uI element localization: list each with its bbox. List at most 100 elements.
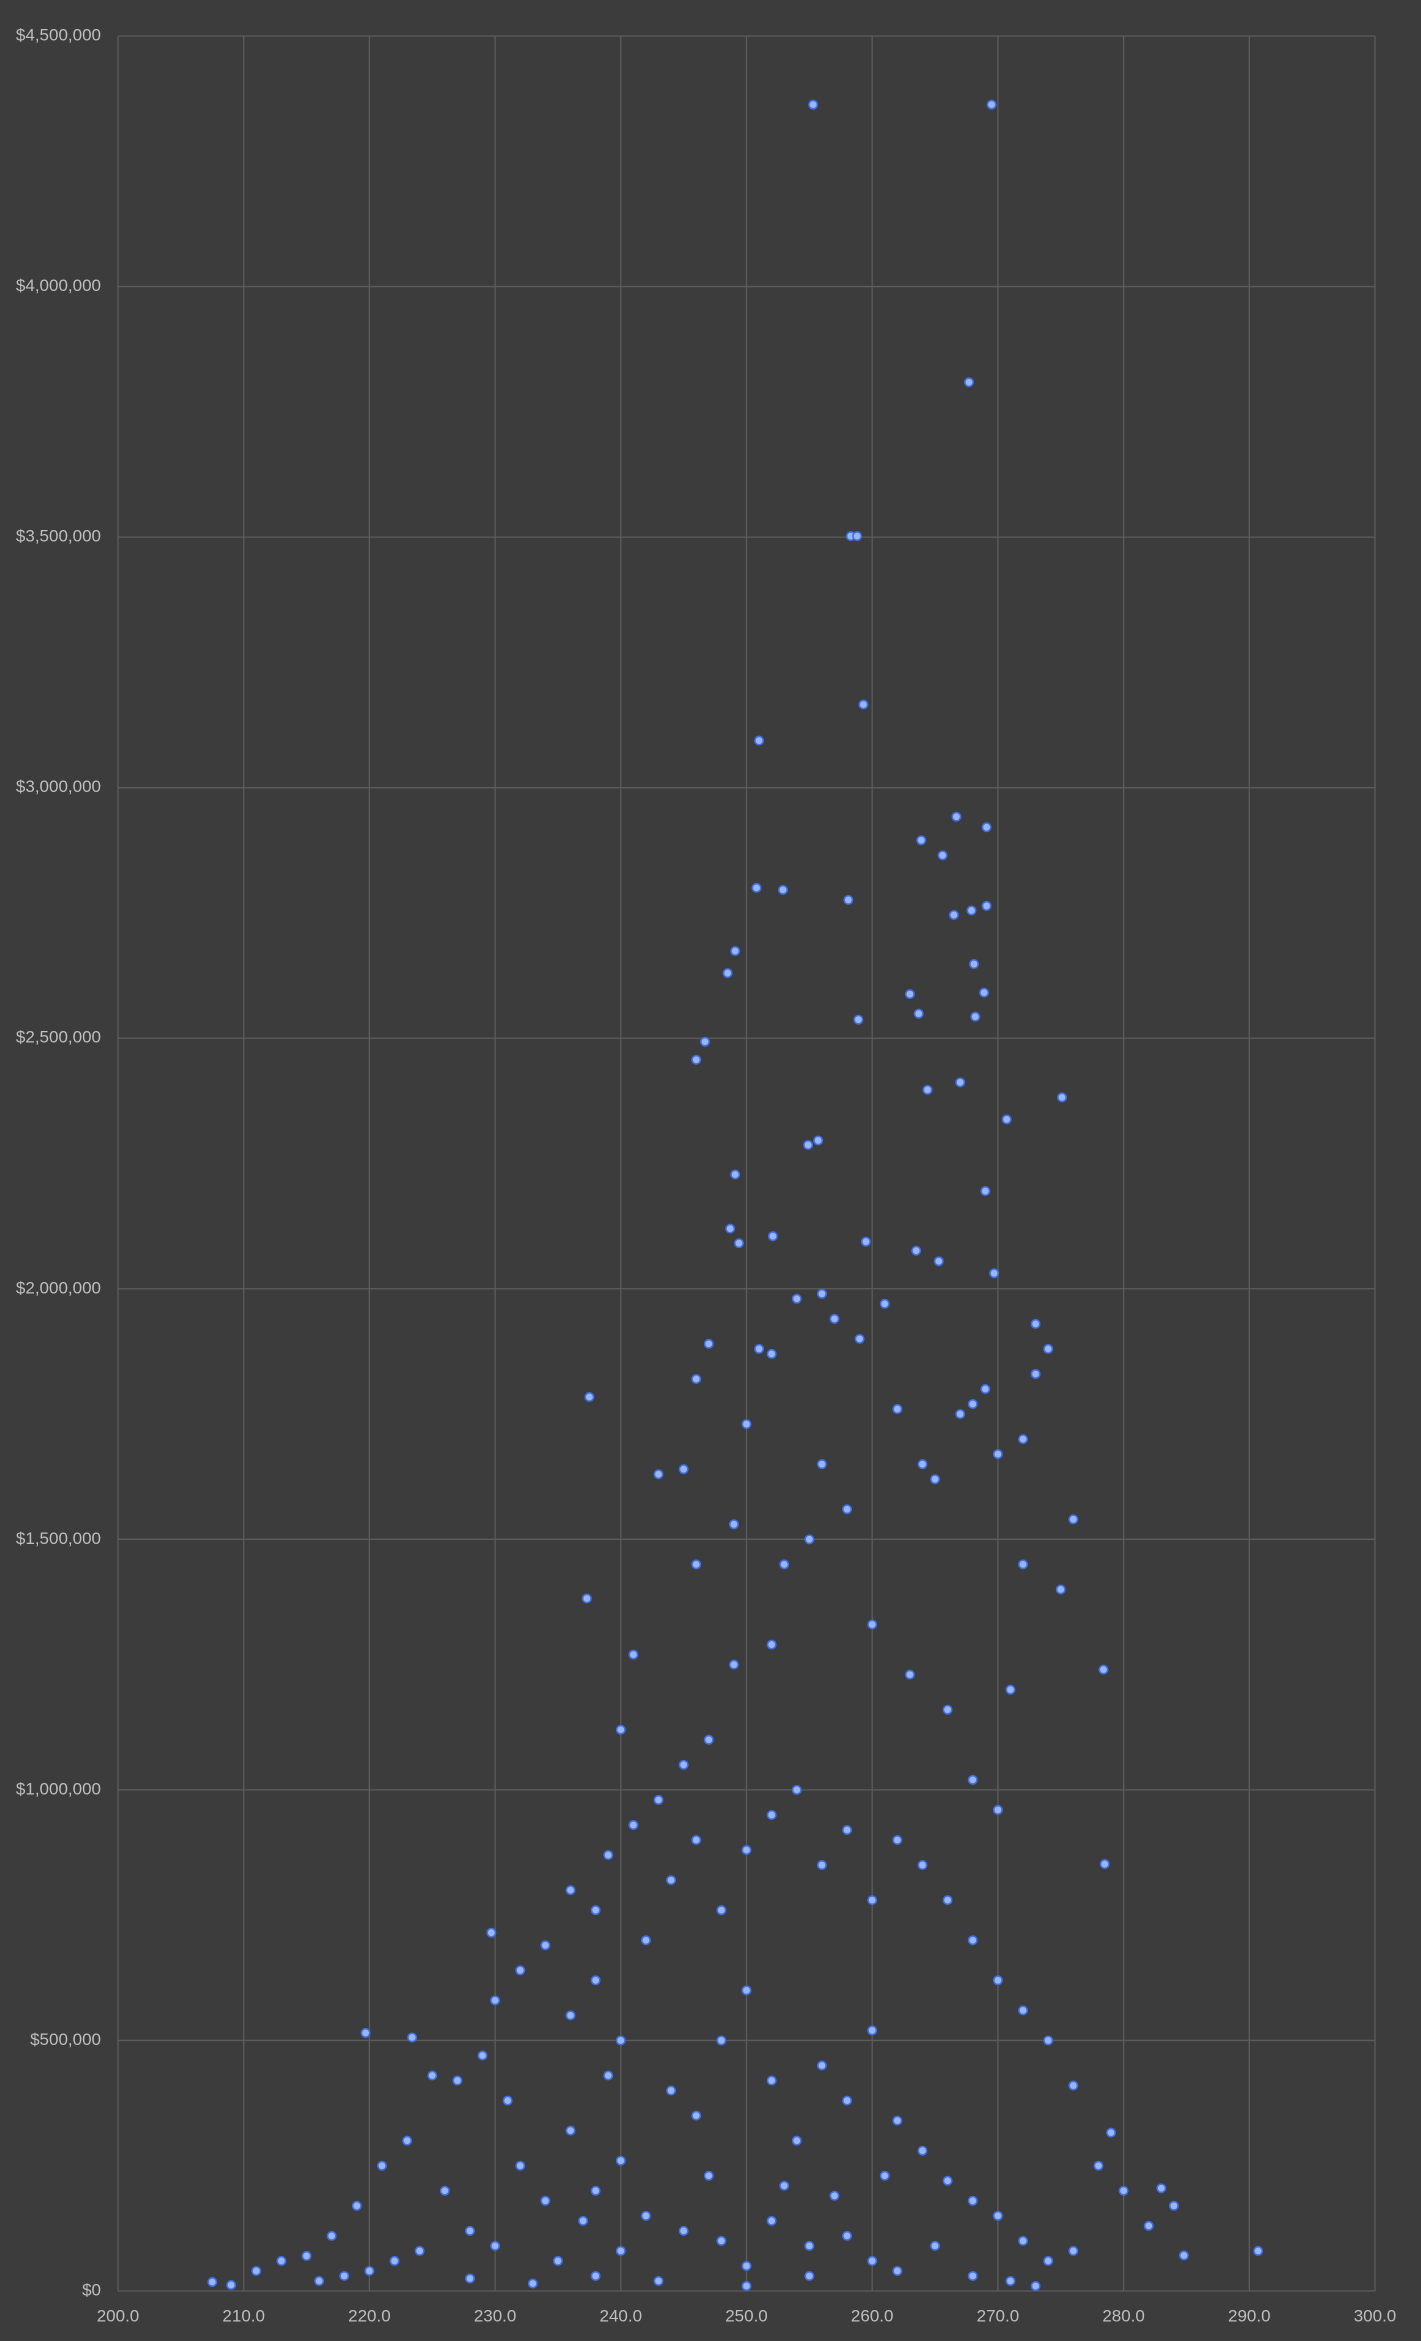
scatter-point	[741, 2280, 752, 2291]
scatter-point	[791, 2135, 802, 2146]
scatter-point	[842, 1824, 853, 1835]
scatter-point	[590, 2270, 601, 2281]
scatter-point	[892, 2265, 903, 2276]
scatter-point	[703, 1734, 714, 1745]
scatter-point	[816, 2060, 827, 2071]
scatter-point	[464, 2225, 475, 2236]
scatter-point	[942, 2175, 953, 2186]
scatter-point	[1018, 1559, 1029, 1570]
scatter-point	[1030, 1318, 1041, 1329]
scatter-point	[486, 1927, 497, 1938]
scatter-point	[716, 1905, 727, 1916]
x-tick-label: 200.0	[97, 2306, 140, 2325]
x-tick-label: 210.0	[222, 2306, 265, 2325]
scatter-point	[842, 2230, 853, 2241]
scatter-point	[730, 1169, 741, 1180]
scatter-point	[867, 1619, 878, 1630]
scatter-point	[986, 99, 997, 110]
scatter-point	[829, 1313, 840, 1324]
scatter-point	[716, 2235, 727, 2246]
scatter-point	[490, 2240, 501, 2251]
scatter-point	[389, 2255, 400, 2266]
scatter-point	[722, 968, 733, 979]
scatter-point	[490, 1995, 501, 2006]
scatter-point	[1005, 1684, 1016, 1695]
scatter-point	[1168, 2200, 1179, 2211]
scatter-point	[407, 2032, 418, 2043]
x-tick-label: 270.0	[977, 2306, 1020, 2325]
scatter-point	[816, 1860, 827, 1871]
scatter-point	[1055, 1584, 1066, 1595]
scatter-point	[1118, 2185, 1129, 2196]
scatter-point	[992, 1449, 1003, 1460]
scatter-point	[741, 1845, 752, 1856]
scatter-point	[1093, 2160, 1104, 2171]
scatter-point	[439, 2185, 450, 2196]
scatter-point	[892, 2115, 903, 2126]
scatter-point	[1030, 1368, 1041, 1379]
scatter-point	[829, 2190, 840, 2201]
scatter-point	[276, 2255, 287, 2266]
scatter-point	[854, 1333, 865, 1344]
scatter-point	[967, 1774, 978, 1785]
y-tick-label: $3,500,000	[16, 527, 101, 546]
scatter-point	[615, 2245, 626, 2256]
grid	[117, 35, 1376, 2292]
scatter-point	[911, 1245, 922, 1256]
scatter-point	[808, 99, 819, 110]
scatter-point	[860, 1236, 871, 1247]
scatter-point	[728, 1519, 739, 1530]
scatter-point	[540, 2195, 551, 2206]
scatter-point	[581, 1593, 592, 1604]
scatter-point	[590, 1975, 601, 1986]
scatter-point	[955, 1409, 966, 1420]
y-tick-label: $4,000,000	[16, 276, 101, 295]
scatter-point	[477, 2050, 488, 2061]
scatter-point	[767, 1231, 778, 1242]
scatter-point	[703, 1338, 714, 1349]
scatter-point	[1068, 2080, 1079, 2091]
scatter-point	[653, 2275, 664, 2286]
scatter-point	[852, 531, 863, 542]
scatter-point	[751, 882, 762, 893]
scatter-point	[766, 1809, 777, 1820]
scatter-point	[678, 2225, 689, 2236]
scatter-point	[691, 2110, 702, 2121]
scatter-point	[1057, 1092, 1068, 1103]
scatter-point	[666, 2085, 677, 2096]
scatter-point	[1068, 2245, 1079, 2256]
scatter-point	[527, 2278, 538, 2289]
y-tick-label: $1,000,000	[16, 1779, 101, 1798]
y-tick-label: $3,000,000	[16, 777, 101, 796]
scatter-point	[1143, 2220, 1154, 2231]
scatter-point	[1178, 2250, 1189, 2261]
scatter-point	[741, 1419, 752, 1430]
scatter-point	[867, 2025, 878, 2036]
scatter-point	[733, 1238, 744, 1249]
scatter-point	[892, 1404, 903, 1415]
scatter-point	[766, 1348, 777, 1359]
scatter-point	[843, 894, 854, 905]
scatter-point	[339, 2270, 350, 2281]
scatter-point	[1018, 2235, 1029, 2246]
scatter-point	[1106, 2127, 1117, 2138]
scatter-point	[552, 2255, 563, 2266]
scatter-point	[584, 1392, 595, 1403]
scatter-point	[725, 1223, 736, 1234]
scatter-point	[942, 1704, 953, 1715]
scatter-point	[842, 2095, 853, 2106]
scatter-point	[933, 1256, 944, 1267]
scatter-point	[951, 811, 962, 822]
scatter-point	[741, 1985, 752, 1996]
scatter-point	[251, 2265, 262, 2276]
scatter-point	[326, 2230, 337, 2241]
scatter-point	[766, 2075, 777, 2086]
scatter-point	[515, 2160, 526, 2171]
scatter-point	[565, 1885, 576, 1896]
scatter-point	[730, 946, 741, 957]
x-tick-label: 250.0	[725, 2306, 768, 2325]
scatter-point	[804, 2240, 815, 2251]
scatter-point	[942, 1895, 953, 1906]
scatter-point	[970, 1011, 981, 1022]
scatter-point	[791, 1293, 802, 1304]
